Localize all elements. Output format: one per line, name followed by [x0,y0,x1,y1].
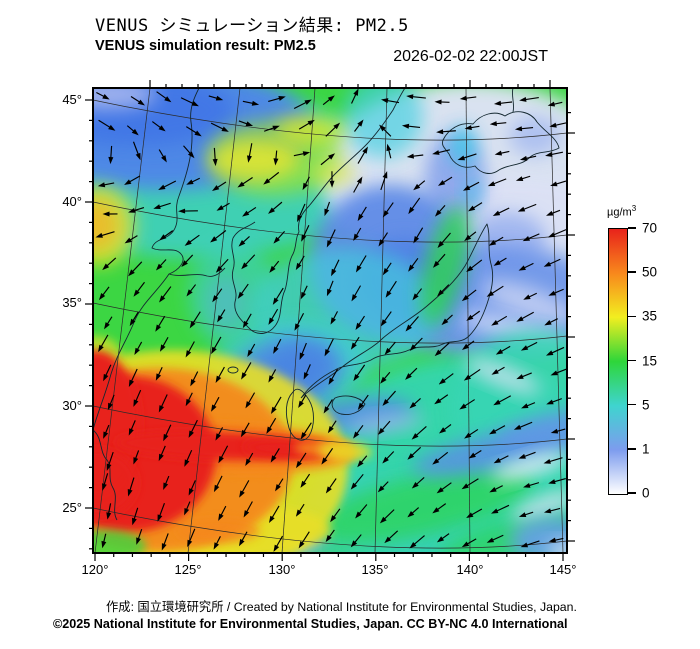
colorbar-unit-label: µg/m3 [607,204,637,219]
colorbar-tick-label: 15 [642,353,658,368]
colorbar-tick [628,315,636,318]
colorbar-tick-label: 70 [642,220,658,236]
lon-tick-label: 120° [81,562,109,577]
lat-tick-label: 40° [62,194,82,209]
colorbar-tick [628,448,636,450]
lon-tick-label: 140° [456,562,484,577]
pm25-concentration-map [85,80,575,561]
lat-tick-label: 30° [62,398,82,413]
colorbar-tick [628,492,636,494]
timestamp-label: 2026-02-02 22:00JST [393,48,548,65]
lat-tick-label: 45° [62,92,82,107]
lat-tick-label: 25° [62,500,82,515]
colorbar-tick [628,359,636,362]
lon-tick-label: 145° [549,562,577,577]
colorbar-gradient [608,228,628,495]
lat-tick-label: 35° [62,295,82,310]
page-title-japanese: VENUS シミュレーション結果: PM2.5 [95,16,409,36]
colorbar-legend: µg/m3 70 50 35 15 5 1 0 [606,204,700,510]
colorbar-tick [628,271,636,273]
license-line: ©2025 National Institute for Environment… [53,617,568,631]
colorbar-tick [628,403,636,406]
colorbar-tick-label: 5 [642,397,650,413]
lon-tick-label: 135° [361,562,389,577]
colorbar-tick-label: 50 [642,264,658,280]
colorbar-tick [628,227,636,229]
colorbar-tick-label: 35 [642,308,658,324]
lon-tick-label: 125° [174,562,202,577]
lon-tick-label: 130° [268,562,296,577]
colorbar-tick-label: 1 [642,441,650,457]
credit-line: 作成: 国立環境研究所 / Created by National Instit… [106,600,577,614]
page-title-english: VENUS simulation result: PM2.5 [95,38,316,54]
colorbar-tick-label: 0 [642,485,650,501]
